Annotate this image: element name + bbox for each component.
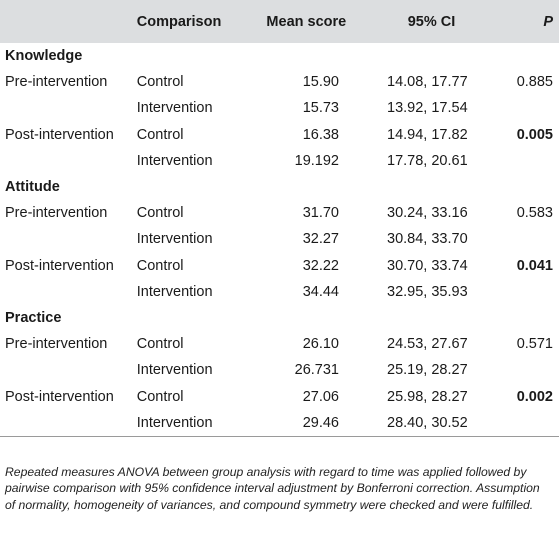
header-comparison: Comparison [136, 13, 222, 30]
group-cell: Pre-intervention [5, 74, 108, 91]
table-bottom-rule-cell [0, 435, 559, 437]
header-mean-score: Mean score [266, 13, 347, 30]
p-value-cell [498, 148, 559, 174]
section-row: Practice [0, 305, 559, 331]
group-cell [0, 226, 137, 252]
p-value-cell: 0.885 [516, 74, 553, 91]
comparison-cell: Intervention [136, 152, 213, 169]
group-cell: Pre-intervention [5, 205, 108, 222]
results-table-container: Comparison Mean score 95% CI P Knowledge… [0, 0, 559, 437]
mean-score-cell: 34.44 [302, 283, 339, 300]
p-value-cell [498, 410, 559, 436]
mean-score-cell: 15.90 [302, 74, 339, 91]
group-cell: Pre-intervention [5, 336, 108, 353]
comparison-cell: Control [136, 257, 184, 274]
comparison-cell: Control [136, 126, 184, 143]
comparison-cell: Intervention [136, 283, 213, 300]
table-body: Knowledge Pre-intervention Control 15.90 14.… [0, 43, 559, 437]
confidence-interval-cell: 24.53, 27.67 [387, 336, 468, 353]
confidence-interval-cell: 14.08, 17.77 [387, 74, 468, 91]
p-value-cell [498, 226, 559, 252]
group-cell [0, 410, 137, 436]
confidence-interval-cell: 32.95, 35.93 [387, 283, 468, 300]
section-title: Knowledge [5, 48, 83, 65]
p-value-cell [498, 279, 559, 305]
table-row: Intervention 26.731 25.19, 28.27 [0, 357, 559, 383]
table-row: Intervention 34.44 32.95, 35.93 [0, 279, 559, 305]
comparison-cell: Control [136, 336, 184, 353]
table-header: Comparison Mean score 95% CI P [0, 0, 559, 43]
table-row: Post-intervention Control 27.06 25.98, 28.2… [0, 383, 559, 409]
group-cell: Post-intervention [5, 388, 114, 405]
header-confidence-interval: 95% CI [407, 13, 456, 30]
group-cell [0, 148, 137, 174]
header-row: Comparison Mean score 95% CI P [0, 0, 559, 43]
group-cell [0, 357, 137, 383]
p-value-cell: 0.041 [516, 257, 553, 274]
p-value-cell [498, 95, 559, 121]
confidence-interval-cell: 30.24, 33.16 [387, 205, 468, 222]
mean-score-cell: 29.46 [302, 414, 339, 431]
comparison-cell: Control [136, 388, 184, 405]
mean-score-cell: 16.38 [302, 126, 339, 143]
confidence-interval-cell: 17.78, 20.61 [387, 152, 468, 169]
confidence-interval-cell: 28.40, 30.52 [387, 414, 468, 431]
table-row: Intervention 19.192 17.78, 20.61 [0, 148, 559, 174]
mean-score-cell: 32.22 [302, 257, 339, 274]
table-row: Pre-intervention Control 15.90 14.08, 17.77… [0, 69, 559, 95]
confidence-interval-cell: 25.98, 28.27 [387, 388, 468, 405]
p-value-cell: 0.002 [516, 388, 553, 405]
confidence-interval-cell: 30.84, 33.70 [387, 231, 468, 248]
mean-score-cell: 15.73 [302, 100, 339, 117]
confidence-interval-cell: 13.92, 17.54 [387, 100, 468, 117]
comparison-cell: Intervention [136, 362, 213, 379]
table-row: Pre-intervention Control 31.70 30.24, 33.16… [0, 200, 559, 226]
mean-score-cell: 27.06 [302, 388, 339, 405]
mean-score-cell: 19.192 [294, 152, 339, 169]
p-value-cell: 0.583 [516, 205, 553, 222]
table-row: Intervention 29.46 28.40, 30.52 [0, 410, 559, 436]
header-group [0, 0, 137, 43]
mean-score-cell: 32.27 [302, 231, 339, 248]
mean-score-cell: 26.731 [294, 362, 339, 379]
table-footnote: Repeated measures ANOVA between group an… [5, 465, 540, 512]
comparison-cell: Control [136, 74, 184, 91]
mean-score-cell: 26.10 [302, 336, 339, 353]
section-title: Attitude [5, 179, 60, 196]
table-row: Intervention 32.27 30.84, 33.70 [0, 226, 559, 252]
table-bottom-rule [0, 435, 559, 437]
confidence-interval-cell: 30.70, 33.74 [387, 257, 468, 274]
section-row: Attitude [0, 174, 559, 200]
comparison-cell: Intervention [136, 231, 213, 248]
table-row: Pre-intervention Control 26.10 24.53, 27.67… [0, 331, 559, 357]
group-cell [0, 95, 137, 121]
section-title: Practice [5, 309, 62, 326]
results-table: Comparison Mean score 95% CI P Knowledge… [0, 0, 559, 437]
group-cell: Post-intervention [5, 257, 114, 274]
section-row: Knowledge [0, 43, 559, 69]
comparison-cell: Control [136, 205, 184, 222]
confidence-interval-cell: 25.19, 28.27 [387, 362, 468, 379]
header-p-value: P [543, 13, 553, 30]
table-row: Post-intervention Control 16.38 14.94, 17.8… [0, 122, 559, 148]
p-value-cell: 0.571 [516, 336, 553, 353]
p-value-cell: 0.005 [516, 126, 553, 143]
table-row: Intervention 15.73 13.92, 17.54 [0, 95, 559, 121]
p-value-cell [498, 357, 559, 383]
table-row: Post-intervention Control 32.22 30.70, 33.7… [0, 253, 559, 279]
comparison-cell: Intervention [136, 414, 213, 431]
confidence-interval-cell: 14.94, 17.82 [387, 126, 468, 143]
group-cell: Post-intervention [5, 126, 114, 143]
group-cell [0, 279, 137, 305]
mean-score-cell: 31.70 [302, 205, 339, 222]
comparison-cell: Intervention [136, 100, 213, 117]
